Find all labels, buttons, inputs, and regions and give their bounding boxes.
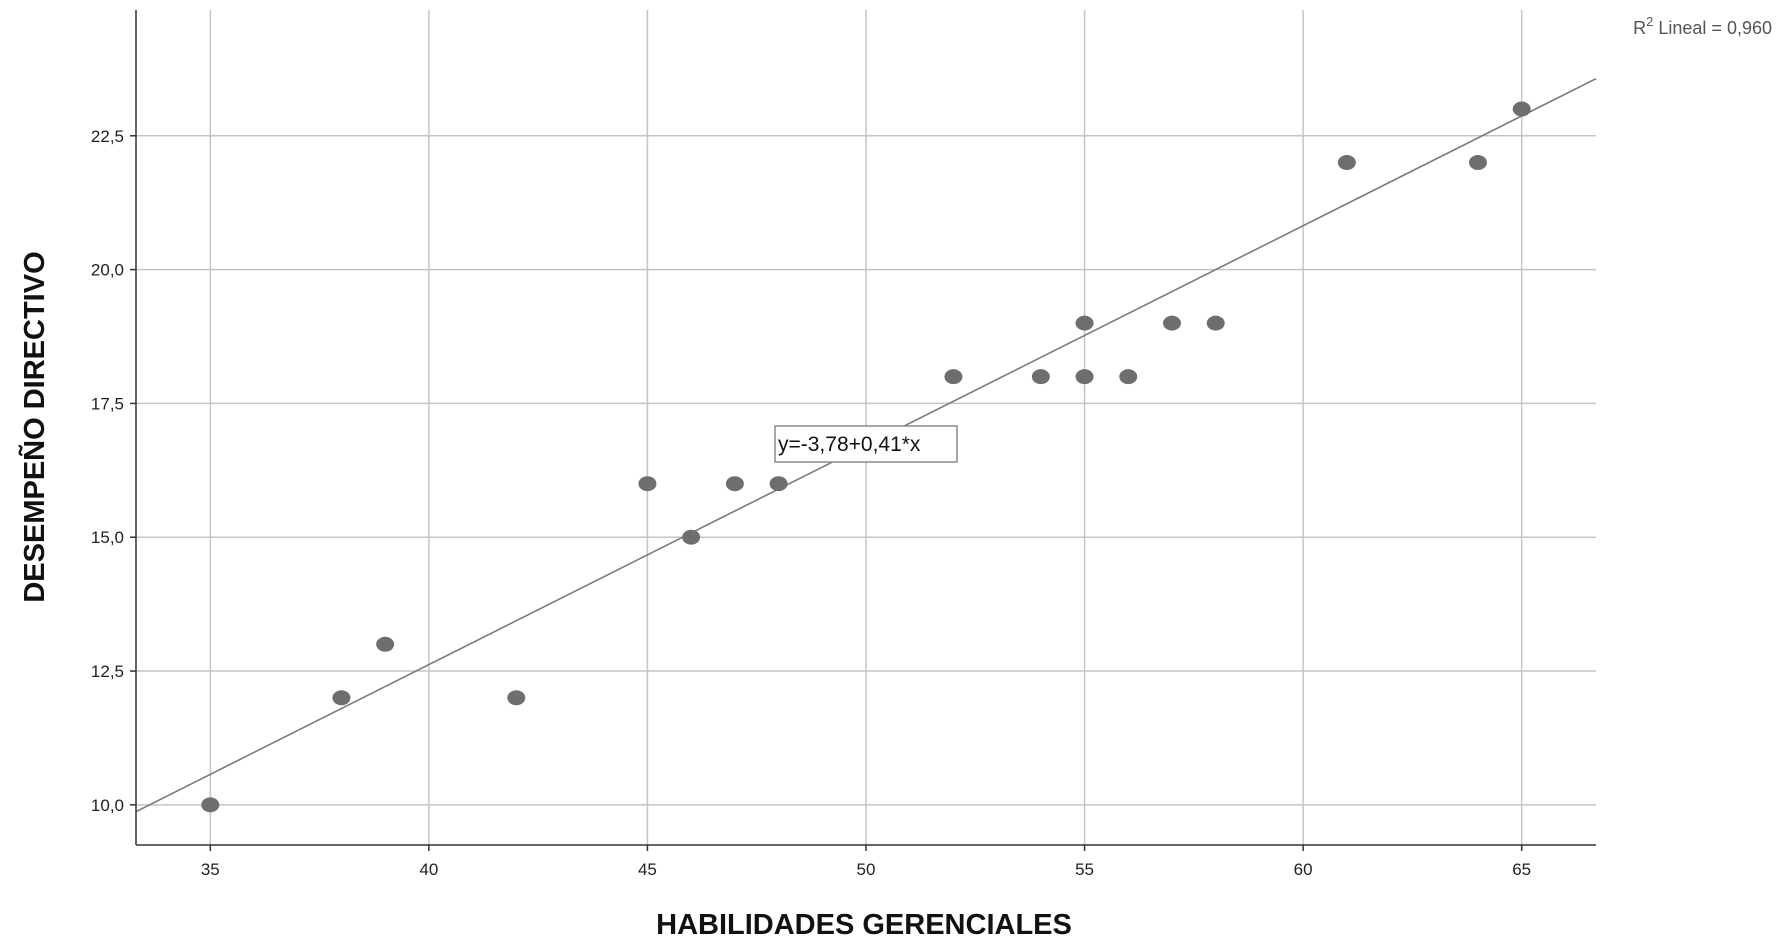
data-point bbox=[769, 476, 788, 492]
y-tick-label: 20,0 bbox=[91, 261, 124, 280]
data-point bbox=[1075, 369, 1094, 385]
data-point bbox=[201, 797, 220, 813]
x-axis-title: HABILIDADES GERENCIALES bbox=[656, 909, 1072, 939]
y-tick-label: 15,0 bbox=[91, 528, 124, 547]
data-points bbox=[201, 101, 1531, 813]
equation-label-box: y=-3,78+0,41*x bbox=[774, 425, 958, 463]
x-tick-label: 35 bbox=[201, 860, 220, 879]
data-point bbox=[1119, 369, 1138, 385]
equation-box bbox=[774, 425, 958, 463]
y-tick-label: 10,0 bbox=[91, 796, 124, 815]
data-point bbox=[1337, 155, 1356, 171]
data-point bbox=[1162, 315, 1181, 331]
x-tick-label: 65 bbox=[1512, 860, 1531, 879]
data-point bbox=[507, 690, 526, 706]
r2-prefix: R bbox=[1633, 18, 1646, 38]
data-point bbox=[1031, 369, 1050, 385]
data-point bbox=[1206, 315, 1225, 331]
data-point bbox=[332, 690, 351, 706]
tick-labels: 35 40 45 50 55 60 65 10,0 12,5 15,0 17,5 20,0 22,5 bbox=[91, 127, 1531, 879]
y-tick-label: 12,5 bbox=[91, 662, 124, 681]
x-tick-label: 60 bbox=[1294, 860, 1313, 879]
data-point bbox=[1512, 101, 1531, 117]
y-axis-title: DESEMPEÑO DIRECTIVO bbox=[17, 251, 51, 602]
grid-lines bbox=[136, 10, 1596, 845]
data-point bbox=[944, 369, 963, 385]
svg-text:R2 Lineal = 0,960: R2 Lineal = 0,960 bbox=[1633, 14, 1772, 38]
data-point bbox=[682, 529, 701, 545]
data-point bbox=[1075, 315, 1094, 331]
x-tick-label: 40 bbox=[419, 860, 438, 879]
r2-text: Lineal = 0,960 bbox=[1653, 18, 1772, 38]
data-point bbox=[1468, 155, 1487, 171]
y-tick-label: 22,5 bbox=[91, 127, 124, 146]
r2-superscript: 2 bbox=[1646, 14, 1653, 29]
data-point bbox=[376, 636, 395, 652]
data-point bbox=[638, 476, 657, 492]
x-tick-label: 55 bbox=[1075, 860, 1094, 879]
data-point bbox=[725, 476, 744, 492]
equation-text: y=-3,78+0,41*x bbox=[778, 433, 921, 456]
y-tick-label: 17,5 bbox=[91, 394, 124, 413]
r2-annotation: R2 Lineal = 0,960 bbox=[1633, 14, 1772, 38]
x-tick-label: 50 bbox=[857, 860, 876, 879]
x-tick-label: 45 bbox=[638, 860, 657, 879]
